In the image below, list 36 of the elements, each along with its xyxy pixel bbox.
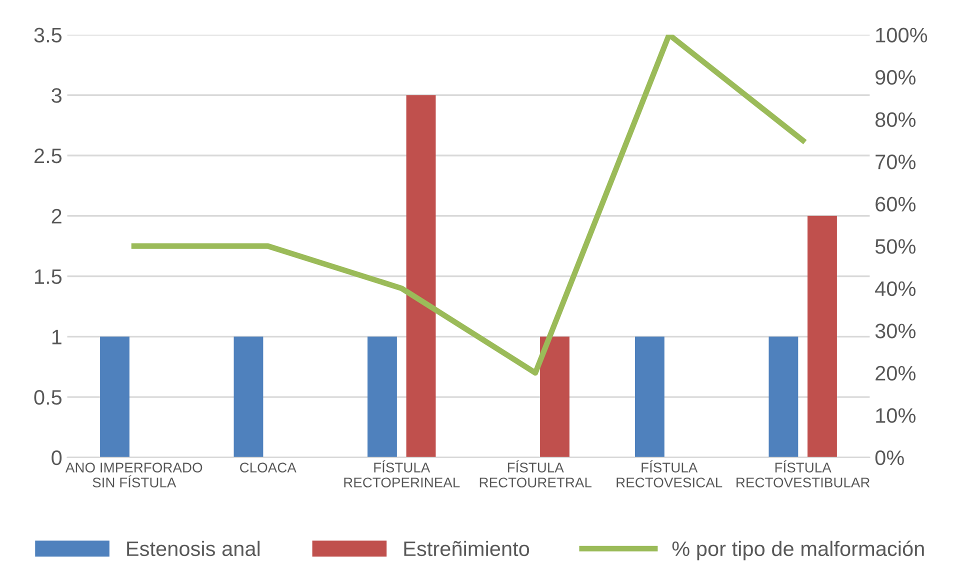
bar <box>100 336 130 458</box>
y2-tick-label: 70% <box>876 154 916 170</box>
y-tick-label: 3.5 <box>34 28 62 42</box>
y2-tick-label: 100% <box>876 28 928 42</box>
bar <box>234 336 264 458</box>
y-tick-label: 2 <box>52 208 62 224</box>
x-tick-label: CLOACA <box>240 462 296 472</box>
y2-tick-label: 0% <box>875 450 904 466</box>
y-tick-label: 1.5 <box>35 269 62 284</box>
y-tick-label: 0 <box>52 450 62 466</box>
legend-label: % por tipo de malformación <box>672 540 924 560</box>
y-tick-label: 1 <box>52 330 62 344</box>
y2-tick-label: 20% <box>876 366 916 381</box>
y2-tick-label: 90% <box>876 70 916 85</box>
bar <box>540 336 570 458</box>
bar <box>406 95 436 458</box>
x-tick-label: ANO IMPERFORADO SIN FÍSTULA <box>65 462 202 488</box>
x-tick-label: FÍSTULA RECTOPERINEAL <box>344 460 460 488</box>
x-tick-label: FÍSTULA RECTOVESTIBULAR <box>736 460 870 488</box>
y-tick-label: 2.5 <box>34 148 62 164</box>
bar <box>634 336 664 458</box>
y2-tick-label: 60% <box>876 196 916 212</box>
legend-label: Estreñimiento <box>404 540 530 556</box>
y2-tick-label: 10% <box>876 408 916 423</box>
legend-label: Estenosis anal <box>127 540 260 556</box>
x-tick-label: FÍSTULA RECTOVESICAL <box>616 460 722 488</box>
y2-tick-label: 40% <box>875 281 916 296</box>
bar <box>808 216 837 458</box>
y2-tick-label: 30% <box>875 324 916 338</box>
y-tick-label: 3 <box>52 88 62 103</box>
bar <box>368 336 397 458</box>
y2-tick-label: 50% <box>875 239 916 254</box>
y-tick-label: 0.5 <box>34 390 62 405</box>
y2-tick-label: 80% <box>875 112 916 128</box>
x-tick-label: FÍSTULA RECTOURETRAL <box>480 460 592 488</box>
bar <box>768 336 798 458</box>
